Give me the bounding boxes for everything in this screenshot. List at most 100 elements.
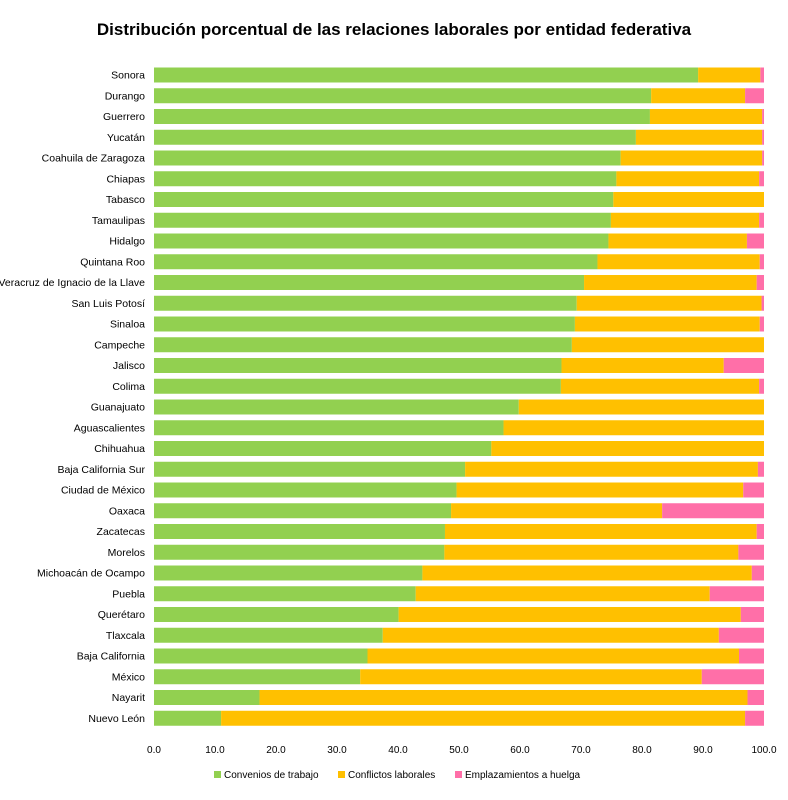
bar-segment bbox=[398, 607, 741, 622]
bar-segment bbox=[608, 233, 747, 249]
category-label: Nuevo León bbox=[88, 713, 145, 725]
bar-segment bbox=[756, 524, 764, 539]
bar-segment bbox=[444, 544, 739, 560]
category-label: Coahuila de Zaragoza bbox=[42, 153, 145, 165]
bar-segment bbox=[154, 586, 416, 602]
x-tick-label: 70.0 bbox=[571, 745, 591, 756]
category-label: Colima bbox=[112, 381, 145, 393]
bar-segment bbox=[635, 129, 763, 145]
bar-segment bbox=[751, 565, 764, 581]
bar-segment bbox=[154, 399, 519, 415]
category-label: Guerrero bbox=[103, 111, 145, 123]
category-label: Yucatán bbox=[107, 132, 145, 144]
bar-segment bbox=[154, 171, 617, 187]
bar-segment bbox=[154, 316, 575, 332]
category-label: Jalisco bbox=[113, 360, 145, 372]
category-label: Sonora bbox=[111, 70, 145, 82]
bar-segment bbox=[759, 254, 764, 270]
category-label: Hidalgo bbox=[109, 236, 145, 248]
bar-segment bbox=[740, 607, 764, 622]
category-label: Aguascalientes bbox=[74, 422, 145, 434]
bar-segment bbox=[154, 690, 260, 705]
legend-swatch bbox=[214, 771, 221, 778]
category-label: Durango bbox=[105, 90, 145, 102]
x-tick-label: 60.0 bbox=[510, 745, 530, 756]
bar-segment bbox=[154, 67, 699, 83]
bar-segment bbox=[620, 150, 763, 166]
bar-segment bbox=[613, 192, 764, 207]
bar-segment bbox=[616, 171, 760, 187]
bar-segment bbox=[154, 233, 609, 249]
bar-segment bbox=[723, 358, 764, 373]
bar-segment bbox=[154, 503, 452, 519]
x-tick-label: 100.0 bbox=[751, 745, 776, 756]
bar-segment bbox=[154, 109, 650, 124]
bar-segment bbox=[154, 627, 383, 643]
bar-segment bbox=[154, 150, 621, 166]
bar-segment bbox=[154, 337, 572, 353]
bar-segment bbox=[154, 129, 636, 145]
bar-segment bbox=[760, 67, 764, 83]
bar-segment bbox=[154, 88, 652, 104]
bar-segment bbox=[701, 669, 764, 685]
bar-segment bbox=[154, 669, 361, 685]
bar-segment bbox=[762, 150, 764, 166]
category-label: Ciudad de México bbox=[61, 485, 145, 497]
bar-segment bbox=[154, 420, 504, 436]
category-label: Sinaloa bbox=[110, 319, 145, 331]
category-label: Baja California Sur bbox=[57, 464, 145, 476]
bar-segment bbox=[709, 586, 764, 602]
bar-segment bbox=[154, 378, 561, 394]
bar-segment bbox=[503, 420, 764, 436]
category-label: Guanajuato bbox=[91, 402, 145, 414]
bar-segment bbox=[743, 482, 764, 498]
x-tick-label: 40.0 bbox=[388, 745, 408, 756]
bar-segment bbox=[456, 482, 744, 498]
bar-segment bbox=[759, 316, 764, 332]
x-tick-label: 0.0 bbox=[147, 745, 161, 756]
bar-segment bbox=[518, 399, 764, 415]
bar-segment bbox=[360, 669, 702, 685]
category-label: Quintana Roo bbox=[80, 256, 145, 268]
category-label: Veracruz de Ignacio de la Llave bbox=[0, 277, 145, 289]
bar-segment bbox=[154, 192, 614, 207]
legend-swatch bbox=[455, 771, 462, 778]
x-tick-label: 80.0 bbox=[632, 745, 652, 756]
bar-segment bbox=[382, 627, 719, 643]
bar-segment bbox=[154, 212, 611, 228]
bar-segment bbox=[662, 503, 764, 519]
category-label: Chihuahua bbox=[94, 443, 145, 455]
bar-segment bbox=[762, 109, 764, 124]
bar-segment bbox=[757, 461, 764, 477]
bar-segment bbox=[367, 648, 739, 664]
bar-segment bbox=[465, 461, 758, 477]
bar-segment bbox=[649, 109, 763, 124]
bar-segment bbox=[221, 710, 746, 726]
category-label: Michoacán de Ocampo bbox=[37, 568, 145, 580]
bar-segment bbox=[154, 295, 577, 311]
bar-segment bbox=[561, 358, 724, 373]
bar-segment bbox=[746, 233, 764, 249]
category-label: Nayarit bbox=[112, 692, 145, 704]
category-label: Tamaulipas bbox=[92, 215, 145, 227]
category-label: Zacatecas bbox=[97, 526, 145, 538]
bar-segment bbox=[259, 690, 748, 705]
bar-segment bbox=[738, 648, 764, 664]
bar-segment bbox=[584, 275, 757, 290]
category-label: Morelos bbox=[108, 547, 145, 559]
bar-segment bbox=[761, 295, 764, 311]
bar-segment bbox=[762, 129, 764, 145]
category-label: San Luis Potosí bbox=[71, 298, 145, 310]
bar-segment bbox=[451, 503, 663, 519]
bar-segment bbox=[154, 275, 585, 290]
bar-segment bbox=[759, 171, 764, 187]
bar-segment bbox=[154, 441, 492, 456]
x-tick-label: 50.0 bbox=[449, 745, 469, 756]
category-label: Tlaxcala bbox=[106, 630, 145, 642]
bar-segment bbox=[651, 88, 746, 104]
bar-segment bbox=[154, 648, 368, 664]
bar-segment bbox=[756, 275, 764, 290]
bar-segment bbox=[154, 482, 457, 498]
bar-segment bbox=[571, 337, 764, 353]
